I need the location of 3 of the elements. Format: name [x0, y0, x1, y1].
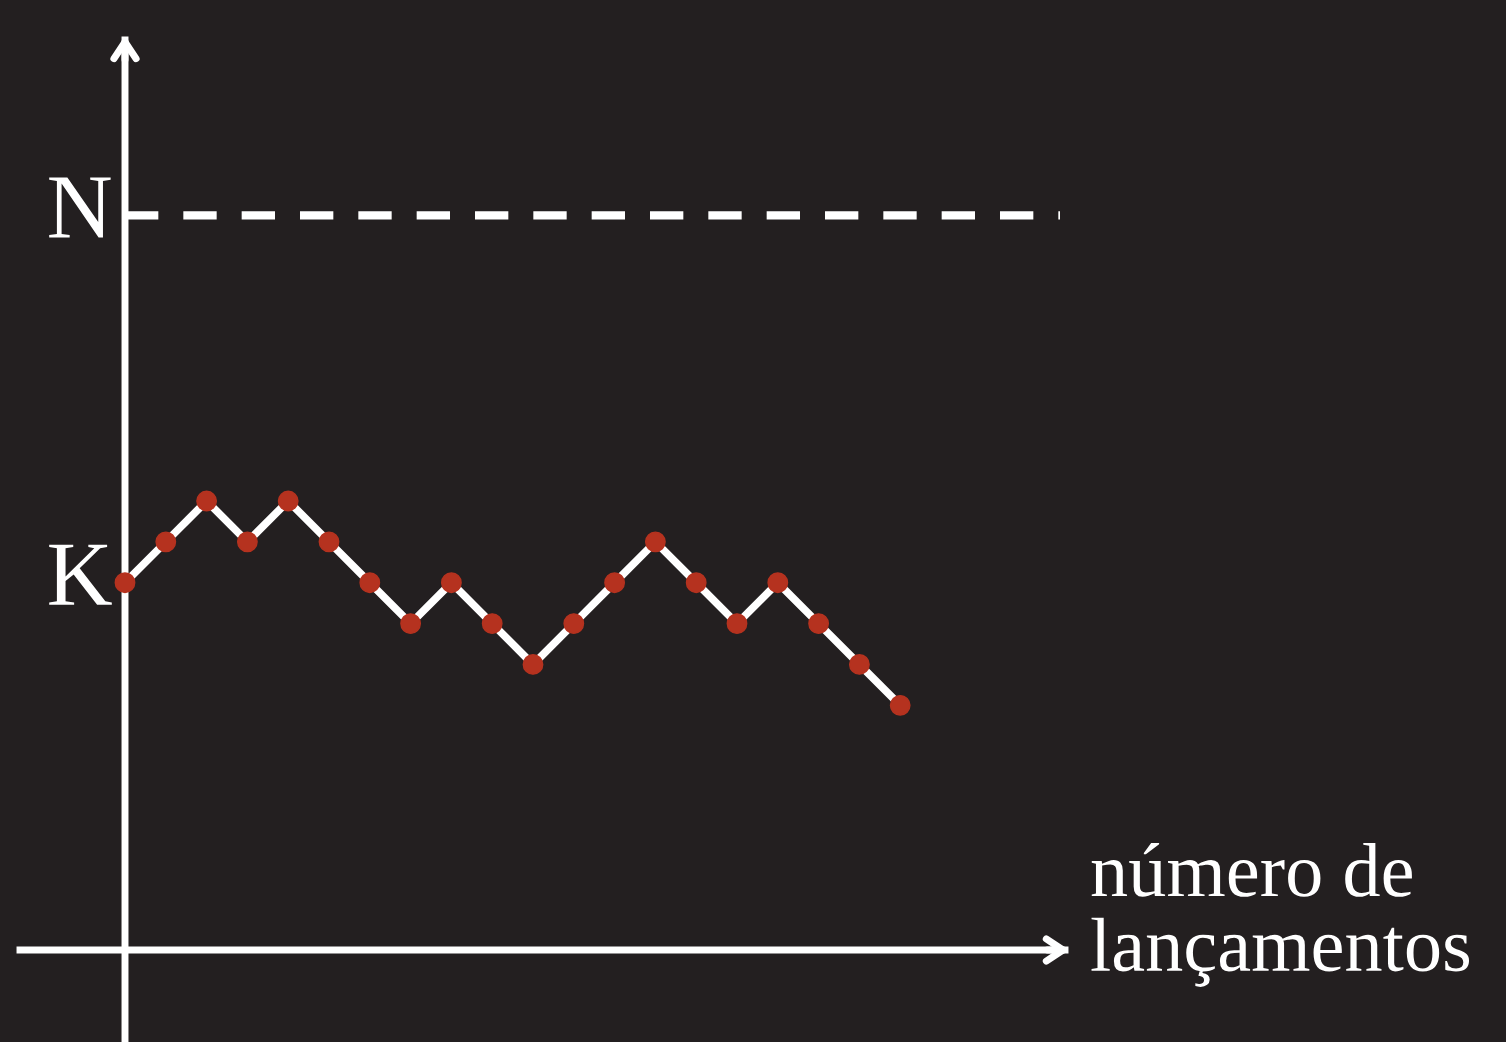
ref-line-label: N — [49, 177, 111, 238]
x-axis-title: número de lançamentos — [1091, 842, 1470, 987]
annotation: K — [49, 544, 112, 605]
